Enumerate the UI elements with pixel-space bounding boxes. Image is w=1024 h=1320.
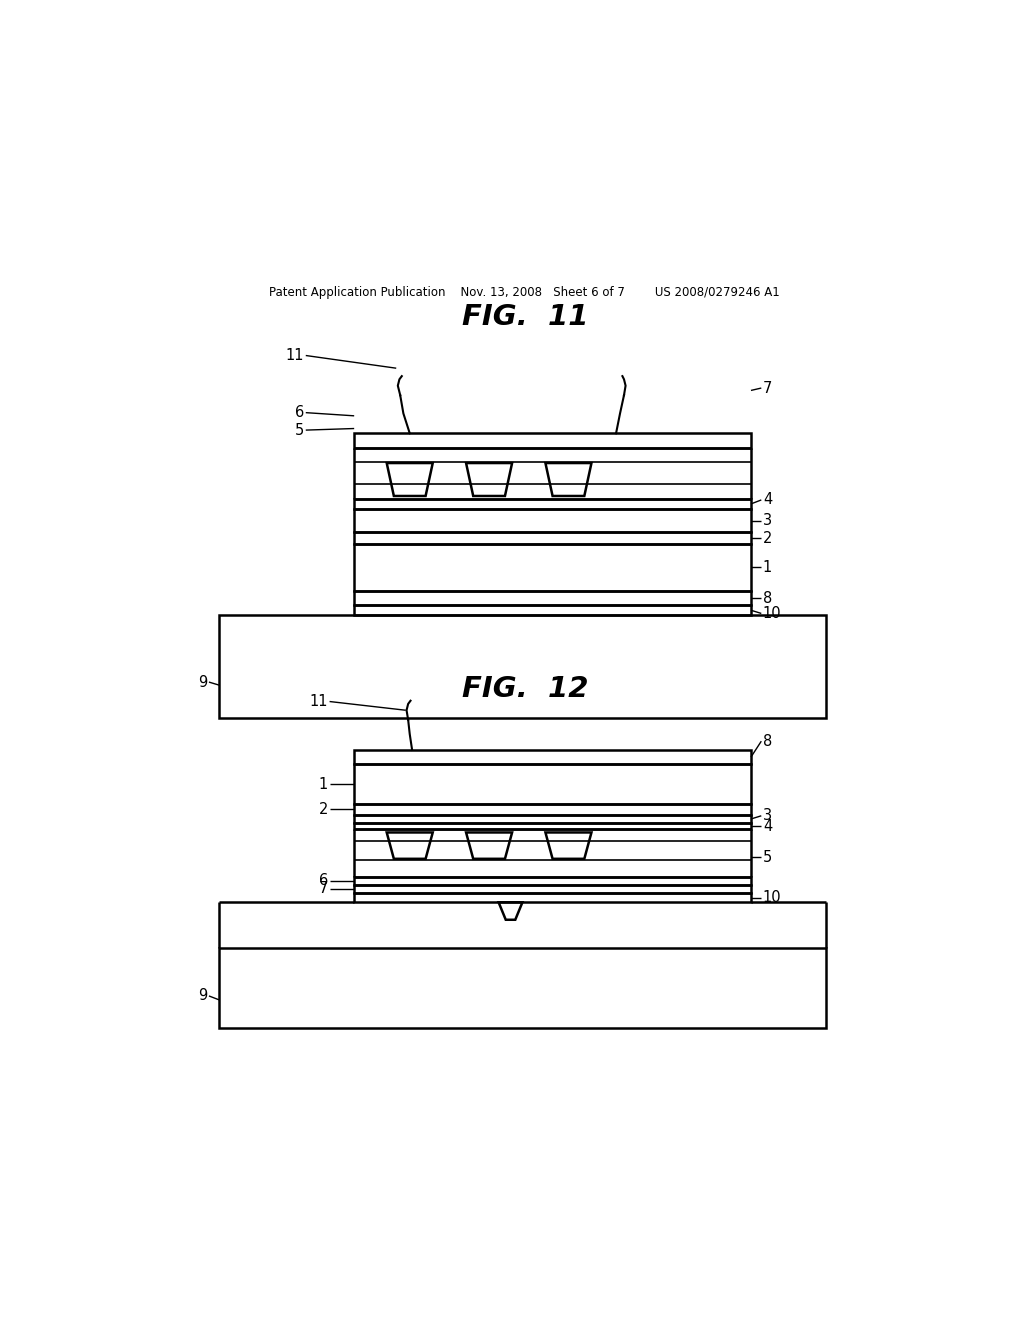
Bar bbox=[354, 892, 751, 903]
Bar bbox=[354, 822, 751, 829]
Text: 7: 7 bbox=[763, 380, 772, 396]
Bar bbox=[354, 876, 751, 884]
Text: 9: 9 bbox=[198, 989, 207, 1003]
Text: 11: 11 bbox=[286, 348, 304, 363]
Text: 6: 6 bbox=[318, 874, 328, 888]
Text: 11: 11 bbox=[309, 694, 328, 709]
Bar bbox=[354, 591, 751, 606]
Bar bbox=[354, 544, 751, 591]
Bar bbox=[354, 764, 751, 804]
Text: 5: 5 bbox=[295, 422, 304, 438]
Text: 10: 10 bbox=[763, 890, 781, 906]
Text: 1: 1 bbox=[763, 560, 772, 576]
Text: 4: 4 bbox=[763, 818, 772, 834]
Text: 2: 2 bbox=[763, 531, 772, 545]
Bar bbox=[354, 804, 751, 814]
Bar bbox=[354, 433, 751, 447]
Bar bbox=[354, 884, 751, 892]
Text: 7: 7 bbox=[318, 882, 328, 896]
Bar bbox=[354, 814, 751, 822]
Text: FIG.  11: FIG. 11 bbox=[462, 304, 588, 331]
Bar bbox=[354, 750, 751, 764]
Text: 6: 6 bbox=[295, 405, 304, 420]
Text: 8: 8 bbox=[763, 591, 772, 606]
Bar bbox=[219, 615, 826, 718]
Text: 10: 10 bbox=[763, 606, 781, 620]
Bar bbox=[354, 606, 751, 615]
Bar bbox=[354, 499, 751, 508]
Bar bbox=[354, 508, 751, 532]
Bar bbox=[354, 532, 751, 544]
Text: 5: 5 bbox=[763, 850, 772, 865]
Text: Patent Application Publication    Nov. 13, 2008   Sheet 6 of 7        US 2008/02: Patent Application Publication Nov. 13, … bbox=[269, 285, 780, 298]
Text: FIG.  12: FIG. 12 bbox=[462, 675, 588, 702]
Text: 8: 8 bbox=[763, 734, 772, 748]
Text: 3: 3 bbox=[763, 808, 772, 824]
Text: 1: 1 bbox=[318, 776, 328, 792]
Bar bbox=[219, 948, 826, 1028]
Text: 4: 4 bbox=[763, 492, 772, 507]
Text: 9: 9 bbox=[198, 675, 207, 689]
Text: 2: 2 bbox=[318, 803, 328, 817]
Text: 3: 3 bbox=[763, 513, 772, 528]
